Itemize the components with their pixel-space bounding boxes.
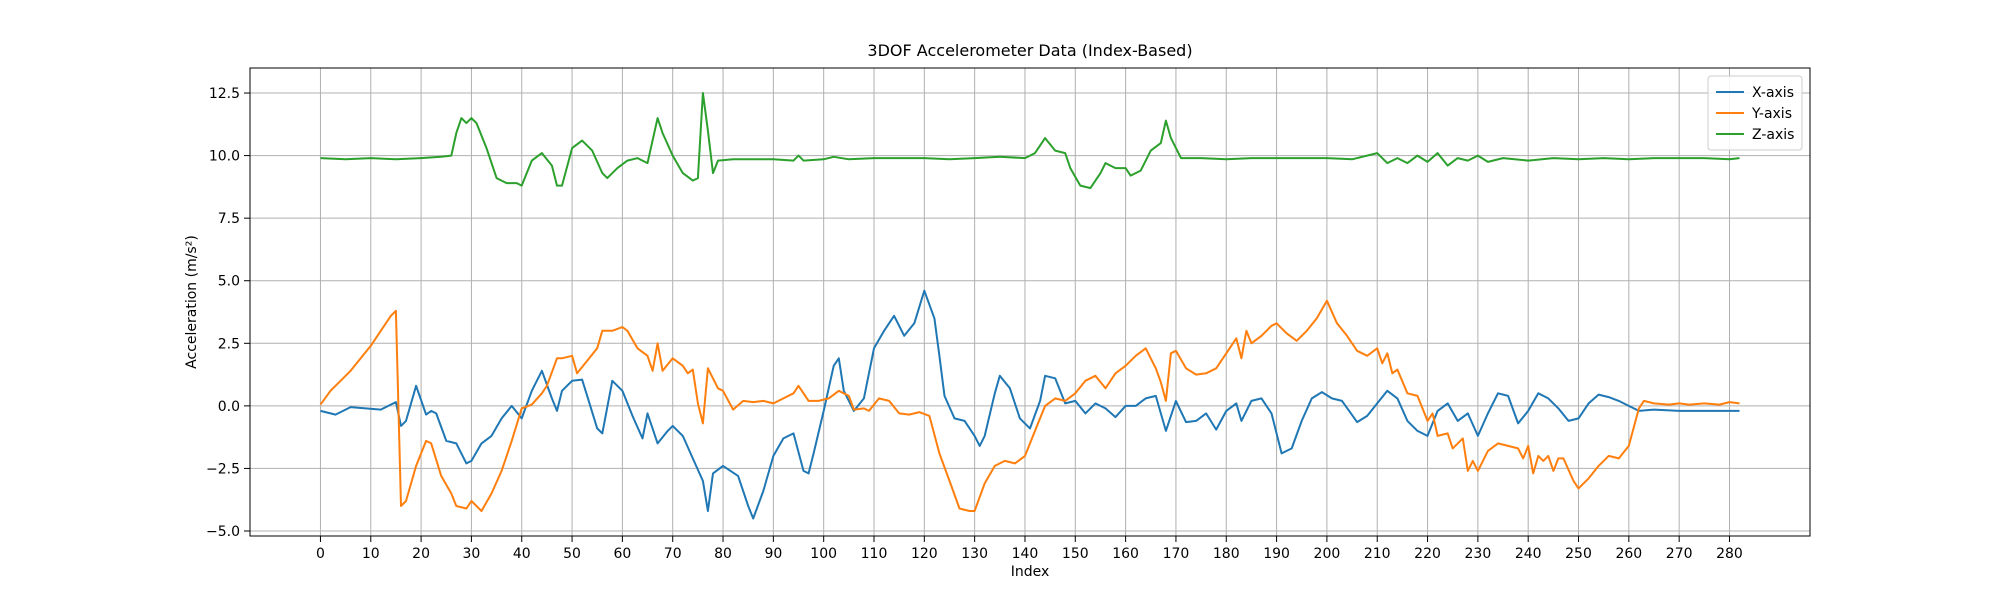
y-tick-label: 5.0 (218, 274, 240, 290)
z-axis-series-line (320, 92, 1740, 190)
legend-box (1707, 75, 1803, 151)
x-tick-label: 0 (316, 546, 325, 562)
x-axis-label: Index (1011, 564, 1050, 580)
series-layer (319, 92, 1740, 520)
legend-entry-label: Z-axis (1752, 127, 1794, 143)
x-tick-label: 20 (412, 546, 430, 562)
x-tick-label: 250 (1565, 546, 1592, 562)
y-axis-series-line (319, 299, 1740, 512)
y-tick-label: 0.0 (218, 399, 240, 415)
x-tick-label: 240 (1515, 546, 1542, 562)
x-tick-label: 180 (1213, 546, 1240, 562)
x-tick-label: 140 (1012, 546, 1039, 562)
tick-layer: 0 10 20 30 40 50 60 70 80 90 100 110 120 130 140 150 160… (206, 86, 1743, 562)
x-tick-label: 90 (764, 546, 782, 562)
x-tick-label: 40 (513, 546, 531, 562)
chart-title: 3DOF Accelerometer Data (Index-Based) (867, 41, 1192, 60)
x-tick-label: 220 (1414, 546, 1441, 562)
x-tick-label: 160 (1112, 546, 1139, 562)
x-tick-label: 260 (1615, 546, 1642, 562)
x-tick-label: 70 (664, 546, 682, 562)
legend-entry-label: X-axis (1752, 85, 1794, 101)
x-tick-label: 60 (613, 546, 631, 562)
x-tick-label: 210 (1364, 546, 1391, 562)
x-tick-label: 30 (463, 546, 481, 562)
x-tick-label: 170 (1163, 546, 1190, 562)
x-tick-label: 10 (362, 546, 380, 562)
y-tick-label: 7.5 (218, 211, 240, 227)
y-tick-label: 10.0 (209, 149, 240, 165)
y-tick-label: −5.0 (206, 524, 240, 540)
x-axis-series-line (320, 289, 1740, 520)
x-tick-label: 150 (1062, 546, 1089, 562)
plot-area-frame (249, 67, 1811, 537)
legend-entry-label: Y-axis (1751, 106, 1792, 122)
x-tick-label: 100 (810, 546, 837, 562)
x-tick-label: 190 (1263, 546, 1290, 562)
x-tick-label: 120 (911, 546, 938, 562)
y-tick-label: 12.5 (209, 86, 240, 102)
x-tick-label: 50 (563, 546, 581, 562)
grid-layer (250, 68, 1810, 536)
y-tick-label: 2.5 (218, 336, 240, 352)
legend: X-axis Y-axis Z-axis (1707, 75, 1803, 151)
x-tick-label: 80 (714, 546, 732, 562)
y-tick-label: −2.5 (206, 461, 240, 477)
x-tick-label: 270 (1666, 546, 1693, 562)
y-axis-label: Acceleration (m/s²) (184, 235, 200, 369)
x-tick-label: 130 (961, 546, 988, 562)
x-tick-label: 200 (1314, 546, 1341, 562)
x-tick-label: 110 (861, 546, 888, 562)
x-tick-label: 230 (1465, 546, 1492, 562)
x-tick-label: 280 (1716, 546, 1743, 562)
